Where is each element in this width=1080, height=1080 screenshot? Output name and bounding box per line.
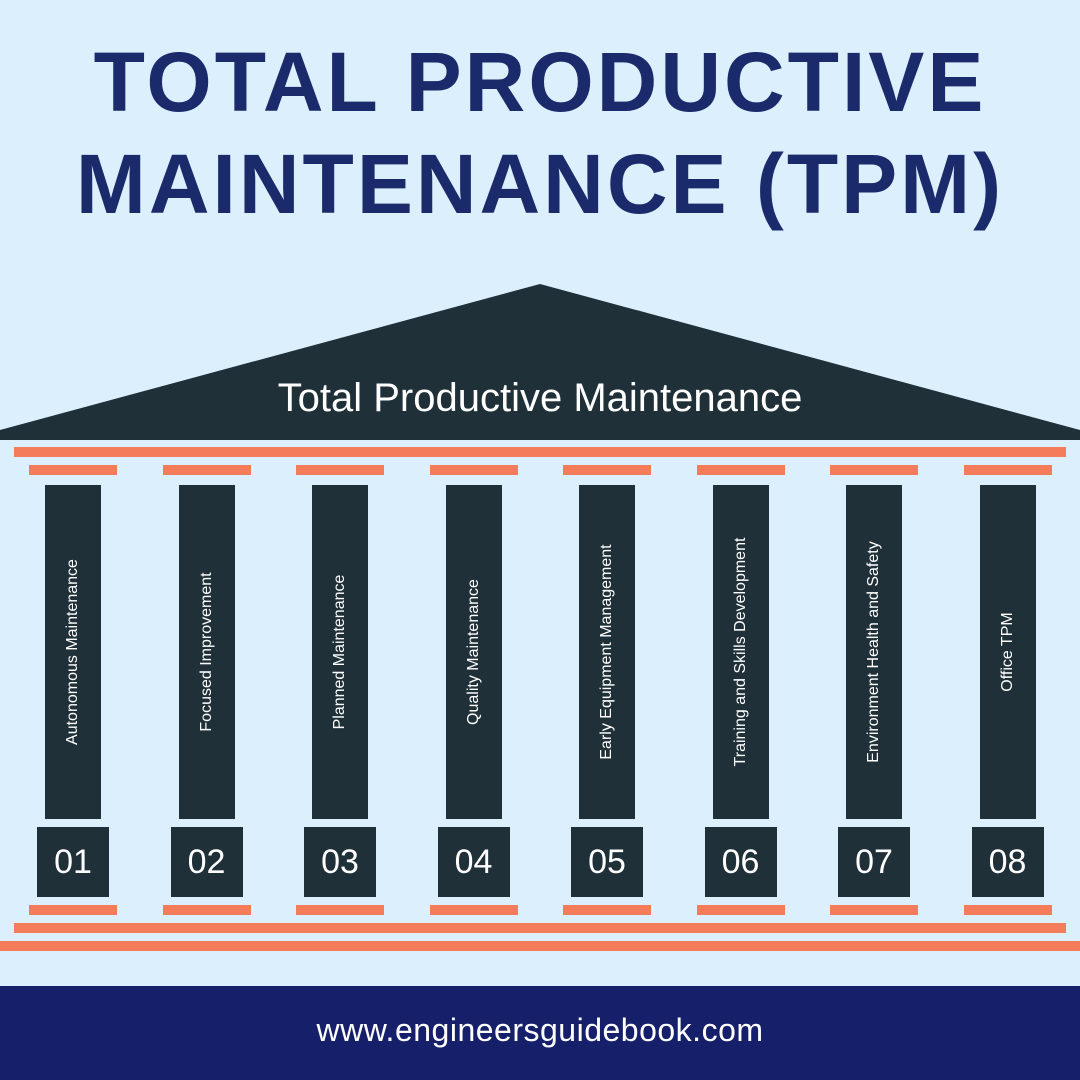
pillar-capital bbox=[696, 465, 785, 475]
footer-website: www.engineersguidebook.com bbox=[316, 1012, 764, 1048]
pillar-capital bbox=[963, 465, 1052, 475]
pillar-base bbox=[696, 905, 785, 915]
pillar-shaft: Quality Maintenance bbox=[445, 485, 502, 819]
roof-label: Total Productive Maintenance bbox=[277, 376, 803, 420]
pillar-label: Planned Maintenance bbox=[331, 574, 348, 730]
pillar-number: 04 bbox=[437, 827, 510, 897]
top-beam bbox=[14, 447, 1066, 457]
pillar-shaft: Autonomous Maintenance bbox=[45, 485, 101, 819]
pillar-base bbox=[830, 905, 918, 915]
pillar-capital bbox=[296, 465, 384, 475]
pillar-shaft: Focused Improvement bbox=[178, 485, 235, 819]
pillar-base bbox=[296, 905, 384, 915]
pillar-capital bbox=[830, 465, 918, 475]
pillar-base bbox=[563, 905, 651, 915]
roof bbox=[0, 284, 1080, 440]
page-title-line-2: MAINTENANCE (TPM) bbox=[75, 137, 1005, 231]
pillar-shaft: Planned Maintenance bbox=[312, 485, 368, 819]
pillar-label: Training and Skills Development bbox=[731, 537, 749, 767]
pillar-number: 03 bbox=[304, 827, 376, 897]
pillar-number: 08 bbox=[971, 827, 1044, 897]
pillar-label: Environment Health and Safety bbox=[865, 541, 882, 763]
pillar-number: 01 bbox=[37, 827, 109, 897]
pillar-number: 02 bbox=[170, 827, 243, 897]
pillar-label: Early Equipment Management bbox=[598, 544, 615, 760]
pillar-number: 05 bbox=[571, 827, 643, 897]
base-beam-lower bbox=[0, 941, 1080, 951]
pillar-number: 07 bbox=[838, 827, 910, 897]
pillar-label: Focused Improvement bbox=[197, 572, 215, 732]
pillar-capital bbox=[429, 465, 518, 475]
pillar-shaft: Environment Health and Safety bbox=[846, 485, 902, 819]
page-title-line-1: TOTAL PRODUCTIVE bbox=[93, 35, 987, 129]
pillar-label: Autonomous Maintenance bbox=[64, 559, 81, 745]
pillar-capital bbox=[162, 465, 251, 475]
pillar-base bbox=[429, 905, 518, 915]
pillar-shaft: Office TPM bbox=[979, 485, 1036, 819]
pillar-number: 06 bbox=[704, 827, 777, 897]
pillar-base bbox=[963, 905, 1052, 915]
base-beam-upper bbox=[14, 923, 1066, 933]
roof-triangle bbox=[0, 284, 1080, 440]
pillar-shaft: Training and Skills Development bbox=[712, 485, 769, 819]
pillar-base bbox=[29, 905, 117, 915]
pillar-shaft: Early Equipment Management bbox=[579, 485, 635, 819]
pillar-label: Office TPM bbox=[998, 612, 1016, 692]
pillar-label: Quality Maintenance bbox=[464, 579, 482, 725]
pillar-capital bbox=[29, 465, 117, 475]
pillar-capital bbox=[563, 465, 651, 475]
footer-band bbox=[0, 986, 1080, 1080]
pillar-base bbox=[162, 905, 251, 915]
